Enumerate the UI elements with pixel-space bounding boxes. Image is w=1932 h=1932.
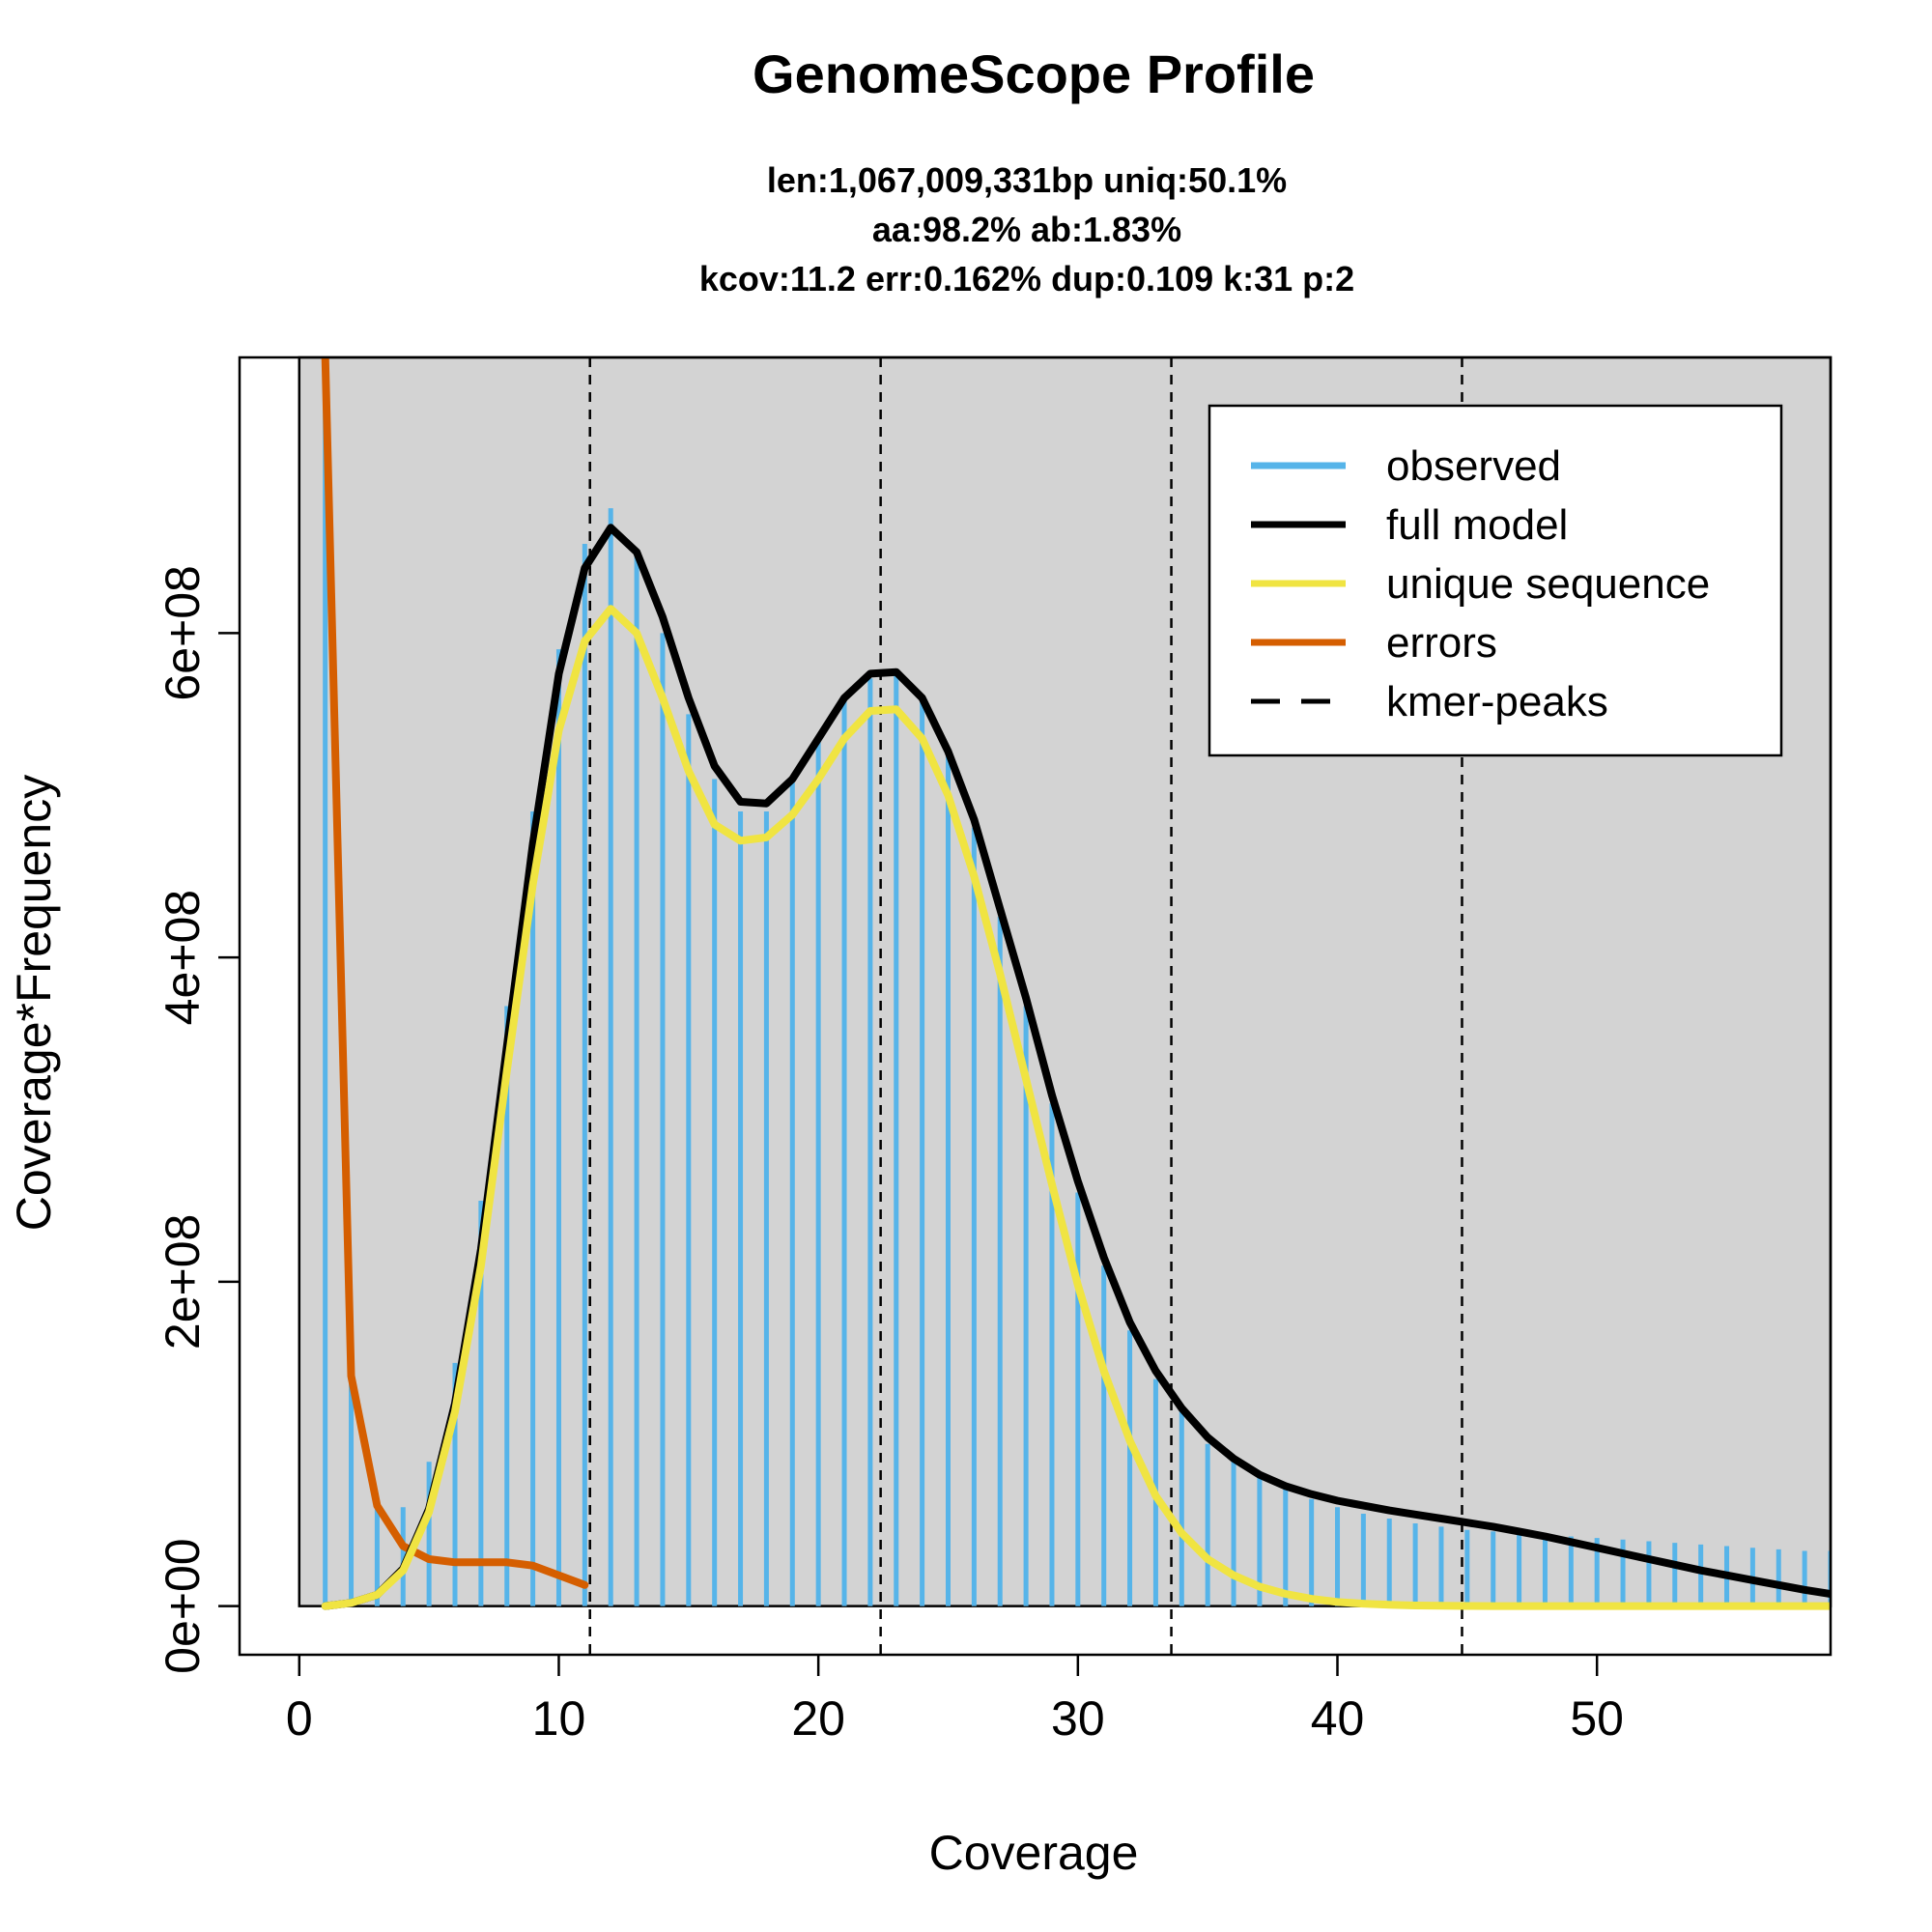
unique-sequence-line (321, 605, 1831, 1610)
x-axis-label: Coverage (929, 1826, 1139, 1880)
y-axis: 0e+00 2e+08 4e+08 6e+08 (156, 565, 240, 1674)
legend-label: full model (1386, 501, 1568, 549)
chart-subtitle-line-1: len:1,067,009,331bp uniq:50.1% (767, 160, 1287, 200)
x-tick-label: 20 (791, 1691, 845, 1746)
legend-label: errors (1386, 619, 1497, 667)
x-tick-label: 50 (1570, 1691, 1624, 1746)
y-axis-label: Coverage*Frequency (7, 775, 61, 1232)
chart-subtitle-line-2: aa:98.2% ab:1.83% (872, 210, 1181, 249)
y-tick-label: 6e+08 (156, 565, 210, 700)
x-axis: 0 10 20 30 40 50 (286, 1655, 1624, 1746)
x-tick-label: 10 (532, 1691, 586, 1746)
y-tick-label: 0e+00 (156, 1538, 210, 1673)
plot-frame (238, 355, 1833, 1657)
legend: observed full model unique sequence errors k… (1208, 404, 1783, 757)
y-tick-label: 4e+08 (156, 890, 210, 1025)
legend-label: kmer-peaks (1386, 678, 1608, 725)
chart-title: GenomeScope Profile (753, 43, 1315, 104)
errors-line (321, 357, 589, 1589)
y-tick-label: 2e+08 (156, 1214, 210, 1350)
legend-label: observed (1386, 442, 1561, 490)
x-tick-label: 0 (286, 1691, 313, 1746)
chart-subtitle-line-3: kcov:11.2 err:0.162% dup:0.109 k:31 p:2 (699, 259, 1354, 298)
legend-label: unique sequence (1386, 560, 1710, 608)
full-model-line (321, 524, 1831, 1610)
x-tick-label: 40 (1311, 1691, 1365, 1746)
x-tick-label: 30 (1051, 1691, 1105, 1746)
plot-series-layer (321, 357, 1831, 1655)
